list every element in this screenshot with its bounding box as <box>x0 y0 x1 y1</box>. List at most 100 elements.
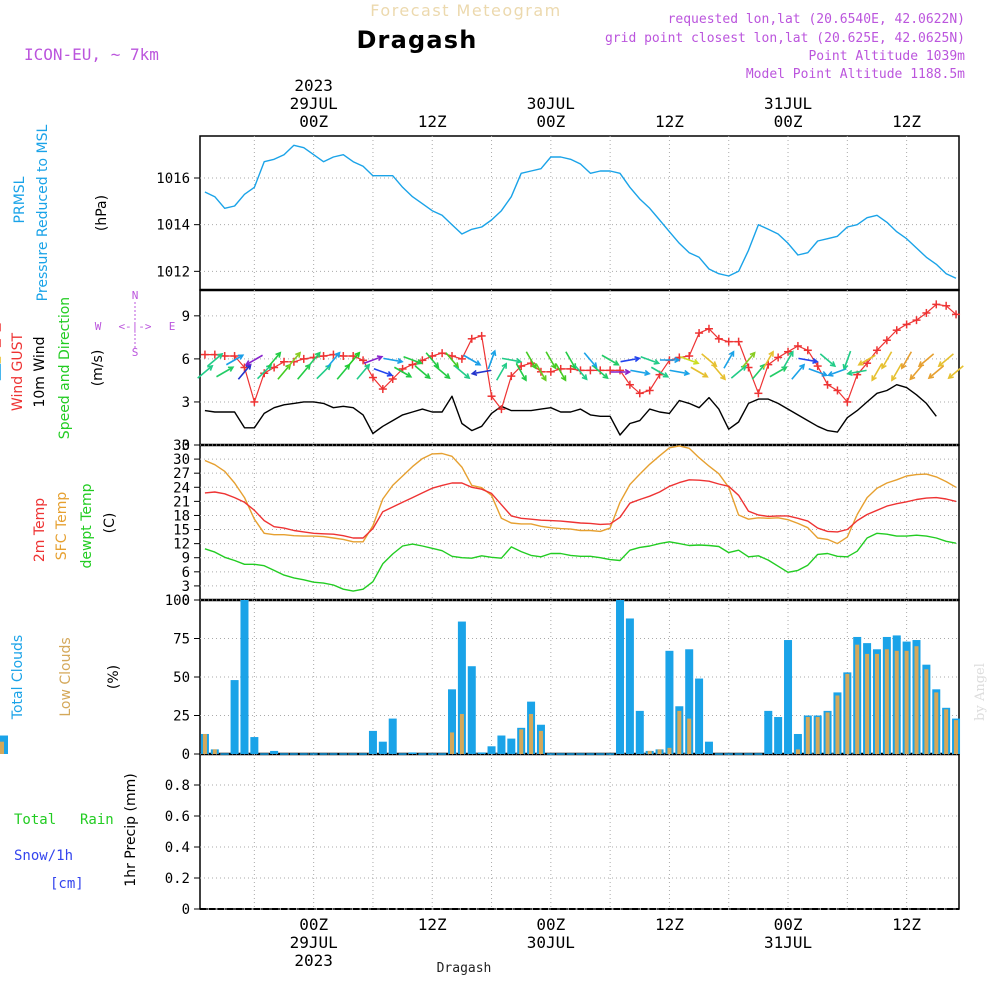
compass-arrows: <-|-> <box>118 320 151 333</box>
total-cloud-bar <box>635 710 644 754</box>
pressure-label-2: Pressure Reduced to MSL <box>35 124 51 301</box>
wind-direction-arrowhead <box>788 350 794 357</box>
wind-direction-arrow <box>414 365 431 379</box>
time-label-top: 30JUL <box>527 94 575 113</box>
wind-direction-arrowhead <box>799 363 806 370</box>
temp-panel-labels: 2m Temp SFC Temp dewpt Temp (C) <box>32 483 118 568</box>
wind-direction-arrow <box>287 352 301 368</box>
wind-direction-arrow <box>928 365 945 379</box>
wind-gust-label: Wind GUST <box>10 332 26 411</box>
wind-direction-arrowhead <box>812 357 819 365</box>
wind-direction-arrow <box>237 364 252 380</box>
wind-direction-arrow <box>383 357 403 363</box>
wind-direction-arrow <box>741 352 756 368</box>
wind-direction-arrowhead <box>917 361 925 368</box>
wind-direction-arrowhead <box>662 372 670 378</box>
low-cloud-bar <box>815 717 820 754</box>
precip-unit: 1hr Precip (mm) <box>123 773 139 886</box>
wind-direction-arrow <box>620 357 640 363</box>
y-tick-label: 33 <box>173 438 190 454</box>
wind-direction-arrowhead <box>674 356 681 364</box>
total-cloud-bar <box>448 689 457 754</box>
time-label-top: 31JUL <box>764 94 812 113</box>
wind-direction-arrow <box>356 364 370 380</box>
wind-direction-arrow <box>535 363 547 381</box>
time-label-top: 12Z <box>655 112 684 131</box>
y-tick-label: 1012 <box>156 264 190 280</box>
wind-direction-arrow <box>403 355 422 365</box>
total-cloud-bar <box>250 737 259 754</box>
wind-direction-arrowhead <box>602 373 609 380</box>
total-cloud-bar <box>408 752 417 754</box>
wind-direction-arrow <box>751 364 766 380</box>
total-cloud-bar <box>784 640 793 754</box>
wind-direction-arrow <box>918 353 935 367</box>
wind-direction-arrowhead <box>909 374 916 381</box>
y-tick-label: 75 <box>173 632 190 648</box>
low-cloud-bar <box>795 749 800 754</box>
wind-direction-arrow <box>601 354 619 366</box>
wind-direction-arrow <box>267 352 281 368</box>
wind-panel-labels: Wind GUST 10m Wind Speed and Direction (… <box>10 289 175 439</box>
wind-direction-arrow <box>487 350 496 370</box>
wind-direction-arrowhead <box>871 375 877 382</box>
wind-direction-arrow <box>555 363 567 381</box>
time-label-bottom: 12Z <box>655 915 684 934</box>
wind-direction-arrow <box>808 367 827 377</box>
wind-unit: (m/s) <box>90 350 106 387</box>
temp-2m-label: 2m Temp <box>32 498 48 562</box>
wind-10m-line <box>204 384 937 436</box>
y-tick-label: 12 <box>173 537 190 553</box>
wind-direction-arrowhead <box>531 363 537 370</box>
wind-direction-arrowhead <box>227 366 235 372</box>
total-cloud-bar <box>388 718 397 754</box>
precip-panel-labels: Total Rain Snow/1h [cm] 1hr Precip (mm) <box>14 773 139 892</box>
low-cloud-bar <box>884 649 889 754</box>
wind-direction-arrowhead <box>376 355 384 362</box>
wind-10m-label: 10m Wind <box>32 336 48 407</box>
wind-direction-arrow <box>701 353 717 367</box>
wind-direction-arrowhead <box>634 355 641 363</box>
wind-direction-arrow <box>762 351 774 369</box>
wind-direction-arrow <box>650 366 669 378</box>
y-tick-label: 18 <box>173 508 190 524</box>
clouds-unit: (%) <box>106 665 122 689</box>
compass-south: S <box>132 346 139 359</box>
total-cloud-bar <box>378 741 387 754</box>
low-cloud-bar <box>647 750 652 754</box>
wind-direction-arrowhead <box>927 373 935 380</box>
wind-direction-arrow <box>798 357 818 363</box>
requested-coords: requested lon,lat (20.6540E, 42.0622N) <box>668 12 965 27</box>
y-tick-label: 0 <box>182 593 190 609</box>
location-title: Dragash <box>356 26 477 54</box>
wind-direction-arrow <box>847 369 867 375</box>
compass-rose: N S W E <-|-> <box>95 289 176 359</box>
clouds-panel-labels: Total Clouds Low Clouds (%) <box>10 635 122 720</box>
wind-direction-arrow <box>346 352 360 368</box>
wind-direction-arrow <box>858 354 876 366</box>
wind-direction-arrow <box>472 369 492 375</box>
y-tick-label: 30 <box>173 452 190 468</box>
wind-direction-arrow <box>393 366 412 378</box>
y-tick-label: 0.2 <box>165 871 190 887</box>
wind-direction-arrowhead <box>749 351 756 358</box>
low-cloud-bar <box>519 729 524 754</box>
wind-direction-arrow <box>373 367 393 377</box>
low-cloud-bar <box>874 653 879 754</box>
sfc-temp-line <box>204 445 957 545</box>
y-tick-label: 3 <box>182 395 190 411</box>
temp-dewpt-label: dewpt Temp <box>79 483 95 568</box>
y-tick-label: 0.6 <box>165 809 190 825</box>
pressure-label-1: PRMSL <box>12 176 28 223</box>
wind-direction-arrow <box>225 354 244 366</box>
y-tick-label: 100 <box>165 593 190 609</box>
wind-direction-arrowhead <box>474 360 482 366</box>
wind-direction-arrowhead <box>624 368 632 376</box>
low-cloud-bar <box>924 669 929 754</box>
total-cloud-bar <box>467 666 476 754</box>
y-tick-label: 25 <box>173 709 190 725</box>
wind-direction-arrowhead <box>613 360 620 366</box>
time-label-bottom: 30JUL <box>527 933 575 952</box>
low-cloud-bar <box>0 741 4 754</box>
wind-direction-arrow <box>791 364 805 380</box>
